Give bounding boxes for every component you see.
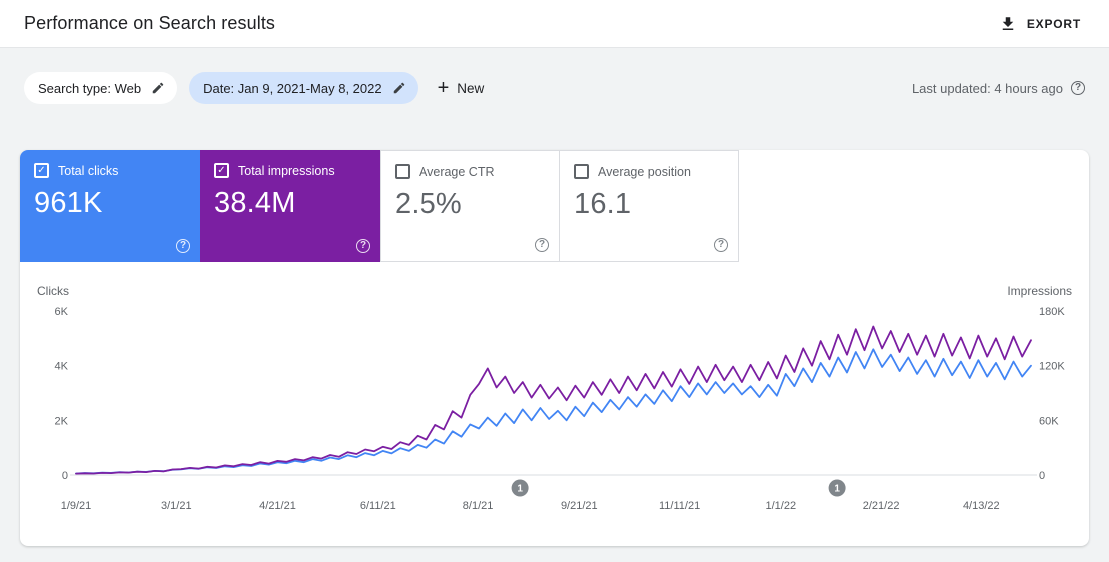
search-type-chip[interactable]: Search type: Web [24, 72, 178, 104]
date-filter-chip-label: Date: Jan 9, 2021-May 8, 2022 [203, 80, 382, 96]
metric-tile-header: ✓ Total clicks [34, 163, 186, 178]
annotation-marker-1[interactable]: 1 [511, 479, 529, 497]
svg-text:6K: 6K [55, 306, 69, 318]
svg-text:120K: 120K [1039, 361, 1065, 373]
svg-text:11/11/21: 11/11/21 [659, 500, 700, 512]
new-filter-label: New [457, 80, 485, 96]
svg-text:4/21/21: 4/21/21 [259, 500, 296, 512]
checkbox-total-clicks[interactable]: ✓ [34, 163, 49, 178]
performance-line-chart: 0 2K 4K 6K 0 60K 120K 180K 1/9/21 3/1/21 4/21/21… [55, 306, 1066, 512]
last-updated-text: Last updated: 4 hours ago [911, 80, 1063, 96]
metric-tile-header: ✓ Total impressions [214, 163, 366, 178]
metric-value: 38.4M [214, 187, 296, 219]
metric-label: Total clicks [58, 163, 119, 178]
top-bar: Performance on Search results EXPORT [0, 0, 1109, 48]
impressions-line [75, 325, 1032, 475]
checkbox-average-position[interactable] [574, 164, 589, 179]
page-root: Performance on Search results EXPORT Sea… [0, 0, 1109, 546]
metric-tile-average-position[interactable]: Average position 16.1 ? [559, 150, 739, 262]
help-icon[interactable]: ? [176, 239, 190, 253]
search-type-chip-label: Search type: Web [38, 80, 142, 96]
metric-tile-total-impressions[interactable]: ✓ Total impressions 38.4M ? [200, 150, 380, 262]
clicks-line [75, 348, 1032, 475]
metric-tile-average-ctr[interactable]: Average CTR 2.5% ? [380, 150, 560, 262]
metric-label: Total impressions [238, 163, 335, 178]
right-axis-title: Impressions [1007, 284, 1072, 298]
metric-value: 2.5% [395, 188, 462, 220]
edit-icon [393, 82, 404, 94]
svg-text:180K: 180K [1039, 306, 1065, 318]
svg-text:0: 0 [1039, 470, 1045, 482]
svg-text:1/1/22: 1/1/22 [766, 500, 797, 512]
y-axis-left-labels: 0 2K 4K 6K [55, 306, 69, 482]
svg-text:2/21/22: 2/21/22 [863, 500, 900, 512]
metric-tile-header: Average position [574, 164, 724, 179]
help-icon[interactable]: ? [714, 238, 728, 252]
svg-text:6/11/21: 6/11/21 [360, 500, 396, 512]
metric-label: Average position [598, 164, 691, 179]
svg-text:60K: 60K [1039, 415, 1059, 427]
last-updated: Last updated: 4 hours ago ? [912, 81, 1085, 96]
y-axis-right-labels: 0 60K 120K 180K [1039, 306, 1065, 482]
help-icon[interactable]: ? [1071, 81, 1085, 95]
export-label: EXPORT [1026, 16, 1081, 31]
download-icon [1002, 16, 1014, 30]
svg-text:1: 1 [517, 484, 523, 495]
svg-text:1/9/21: 1/9/21 [61, 500, 92, 512]
page-title: Performance on Search results [24, 13, 276, 33]
svg-text:1: 1 [834, 484, 840, 495]
checkbox-average-ctr[interactable] [395, 164, 410, 179]
metric-label: Average CTR [419, 164, 495, 179]
filter-bar: Search type: Web Date: Jan 9, 2021-May 8… [0, 48, 1109, 104]
svg-text:3/1/21: 3/1/21 [161, 500, 192, 512]
plus-icon: + [437, 77, 450, 99]
metric-value: 961K [34, 187, 103, 219]
svg-text:4K: 4K [55, 361, 69, 373]
help-icon[interactable]: ? [535, 238, 549, 252]
svg-text:9/21/21: 9/21/21 [561, 500, 598, 512]
checkbox-total-impressions[interactable]: ✓ [214, 163, 229, 178]
metric-tile-total-clicks[interactable]: ✓ Total clicks 961K ? [20, 150, 200, 262]
svg-text:2K: 2K [55, 415, 69, 427]
svg-text:8/1/21: 8/1/21 [463, 500, 494, 512]
svg-text:4/13/22: 4/13/22 [963, 500, 1000, 512]
left-axis-title: Clicks [37, 284, 69, 298]
performance-card: ✓ Total clicks 961K ? ✓ Total impression… [20, 150, 1089, 546]
export-button[interactable]: EXPORT [995, 9, 1085, 39]
edit-icon [152, 82, 164, 94]
svg-text:0: 0 [62, 470, 68, 482]
help-icon[interactable]: ? [356, 239, 370, 253]
metric-tile-header: Average CTR [395, 164, 545, 179]
annotation-marker-2[interactable]: 1 [828, 479, 846, 497]
axis-titles: Clicks Impressions [36, 284, 1073, 303]
date-filter-chip[interactable]: Date: Jan 9, 2021-May 8, 2022 [189, 72, 418, 104]
x-axis-labels: 1/9/21 3/1/21 4/21/21 6/11/21 8/1/21 9/21/21 1… [61, 500, 1000, 512]
metric-value: 16.1 [574, 188, 632, 220]
metric-tiles: ✓ Total clicks 961K ? ✓ Total impression… [20, 150, 1089, 262]
chart-area: Clicks Impressions 0 2K 4K 6K 0 60K 120K 180K … [20, 262, 1089, 528]
new-filter-button[interactable]: + New [432, 76, 491, 100]
